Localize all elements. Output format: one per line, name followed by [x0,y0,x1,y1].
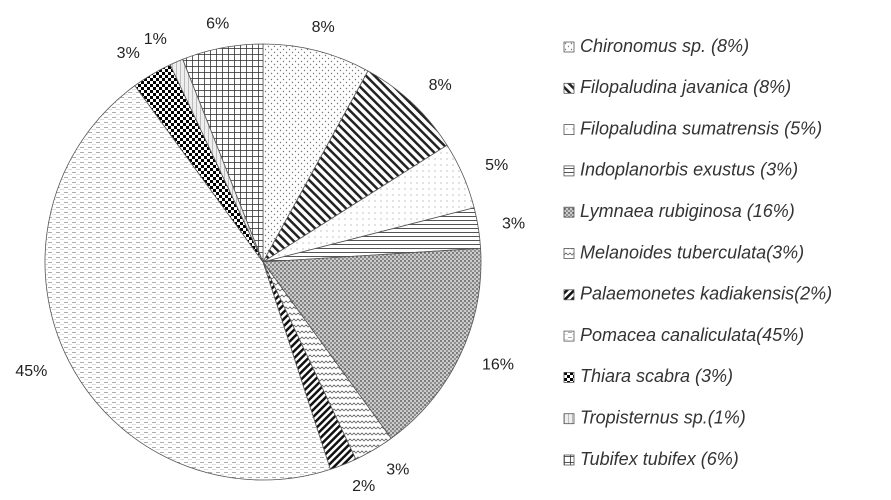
data-label: 3% [502,215,525,232]
legend-label: Lymnaea rubiginosa (16%) [580,201,795,221]
legend-swatch [563,206,575,218]
legend-swatch [563,41,575,53]
legend-swatch [563,330,575,342]
legend-swatch [563,82,575,94]
legend-swatch [563,413,575,425]
legend-label: Filopaludina javanica (8%) [580,77,791,97]
legend-swatch [563,124,575,135]
data-label: 8% [312,19,335,36]
legend-label: Thiara scabra (3%) [580,366,733,386]
legend-label: Tubifex tubifex (6%) [580,449,739,469]
legend-swatch [563,371,575,383]
data-label: 3% [117,45,140,62]
data-label: 45% [15,363,47,380]
pie-slice [182,43,264,263]
pie-slice [262,247,482,439]
legend-label: Pomacea canaliculata(45%) [580,325,804,345]
data-label: 2% [352,478,375,495]
legend-label: Tropisternus sp.(1%) [580,407,746,427]
legend-label: Filopaludina sumatrensis (5%) [580,118,822,138]
pie-slice [44,85,331,481]
legend-swatch [563,248,575,259]
data-label: 1% [144,31,167,48]
pie-slice [262,70,448,263]
data-label: 3% [386,462,409,479]
data-label: 6% [206,16,229,33]
legend-label: Palaemonetes kadiakensis(2%) [580,284,832,304]
legend-label: Chironomus sp. (8%) [580,36,749,56]
legend-swatch [563,454,575,466]
data-label: 8% [429,77,452,94]
pie-slice [262,43,369,263]
legend-swatch [563,289,575,301]
legend-label: Indoplanorbis exustus (3%) [580,160,798,180]
legend-label: Melanoides tuberculata(3%) [580,242,804,262]
legend-swatch [563,165,575,177]
data-label: 5% [485,157,508,174]
data-label: 16% [482,356,514,373]
